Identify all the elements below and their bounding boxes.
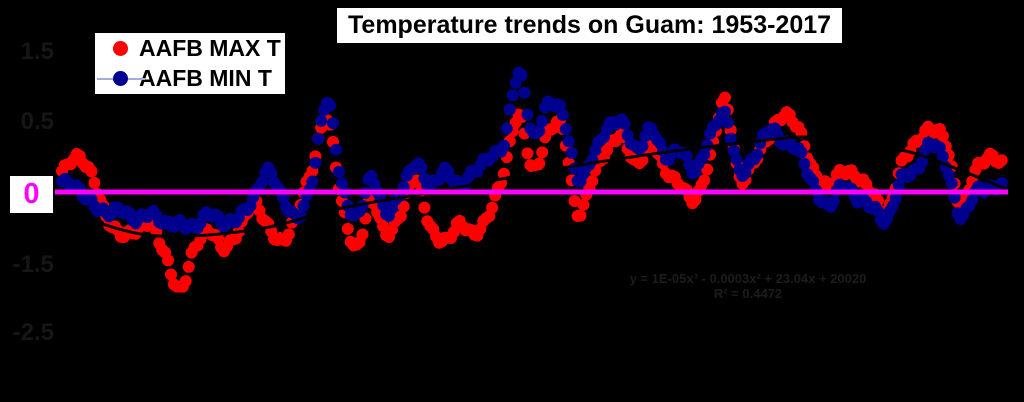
legend-item-min: AAFB MIN T (95, 64, 285, 95)
y-tick-0-5: 0.5 (20, 108, 54, 135)
legend-item-max: AAFB MAX T (95, 33, 285, 64)
r-squared-line: R² = 0.4472 (713, 286, 783, 301)
legend-label-min: AAFB MIN T (139, 65, 272, 92)
y-tick-neg-2-5: -2.5 (12, 319, 54, 346)
min-series-marker-icon (113, 71, 128, 87)
zero-line-label: 0 (10, 176, 53, 213)
y-tick-neg-1-5: -1.5 (12, 251, 54, 278)
legend-label-max: AAFB MAX T (139, 34, 281, 61)
y-tick-1-5: 1.5 (20, 38, 54, 65)
legend: AAFB MAX T AAFB MIN T (92, 30, 288, 97)
equation-line: y = 1E-05x³ - 0.0003x² + 23.04x + 20020 (629, 271, 867, 286)
trendline-equation: y = 1E-05x³ - 0.0003x² + 23.04x + 20020 … (598, 271, 898, 301)
chart-title: Temperature trends on Guam: 1953-2017 (337, 8, 843, 43)
max-series-marker-icon (113, 40, 128, 56)
